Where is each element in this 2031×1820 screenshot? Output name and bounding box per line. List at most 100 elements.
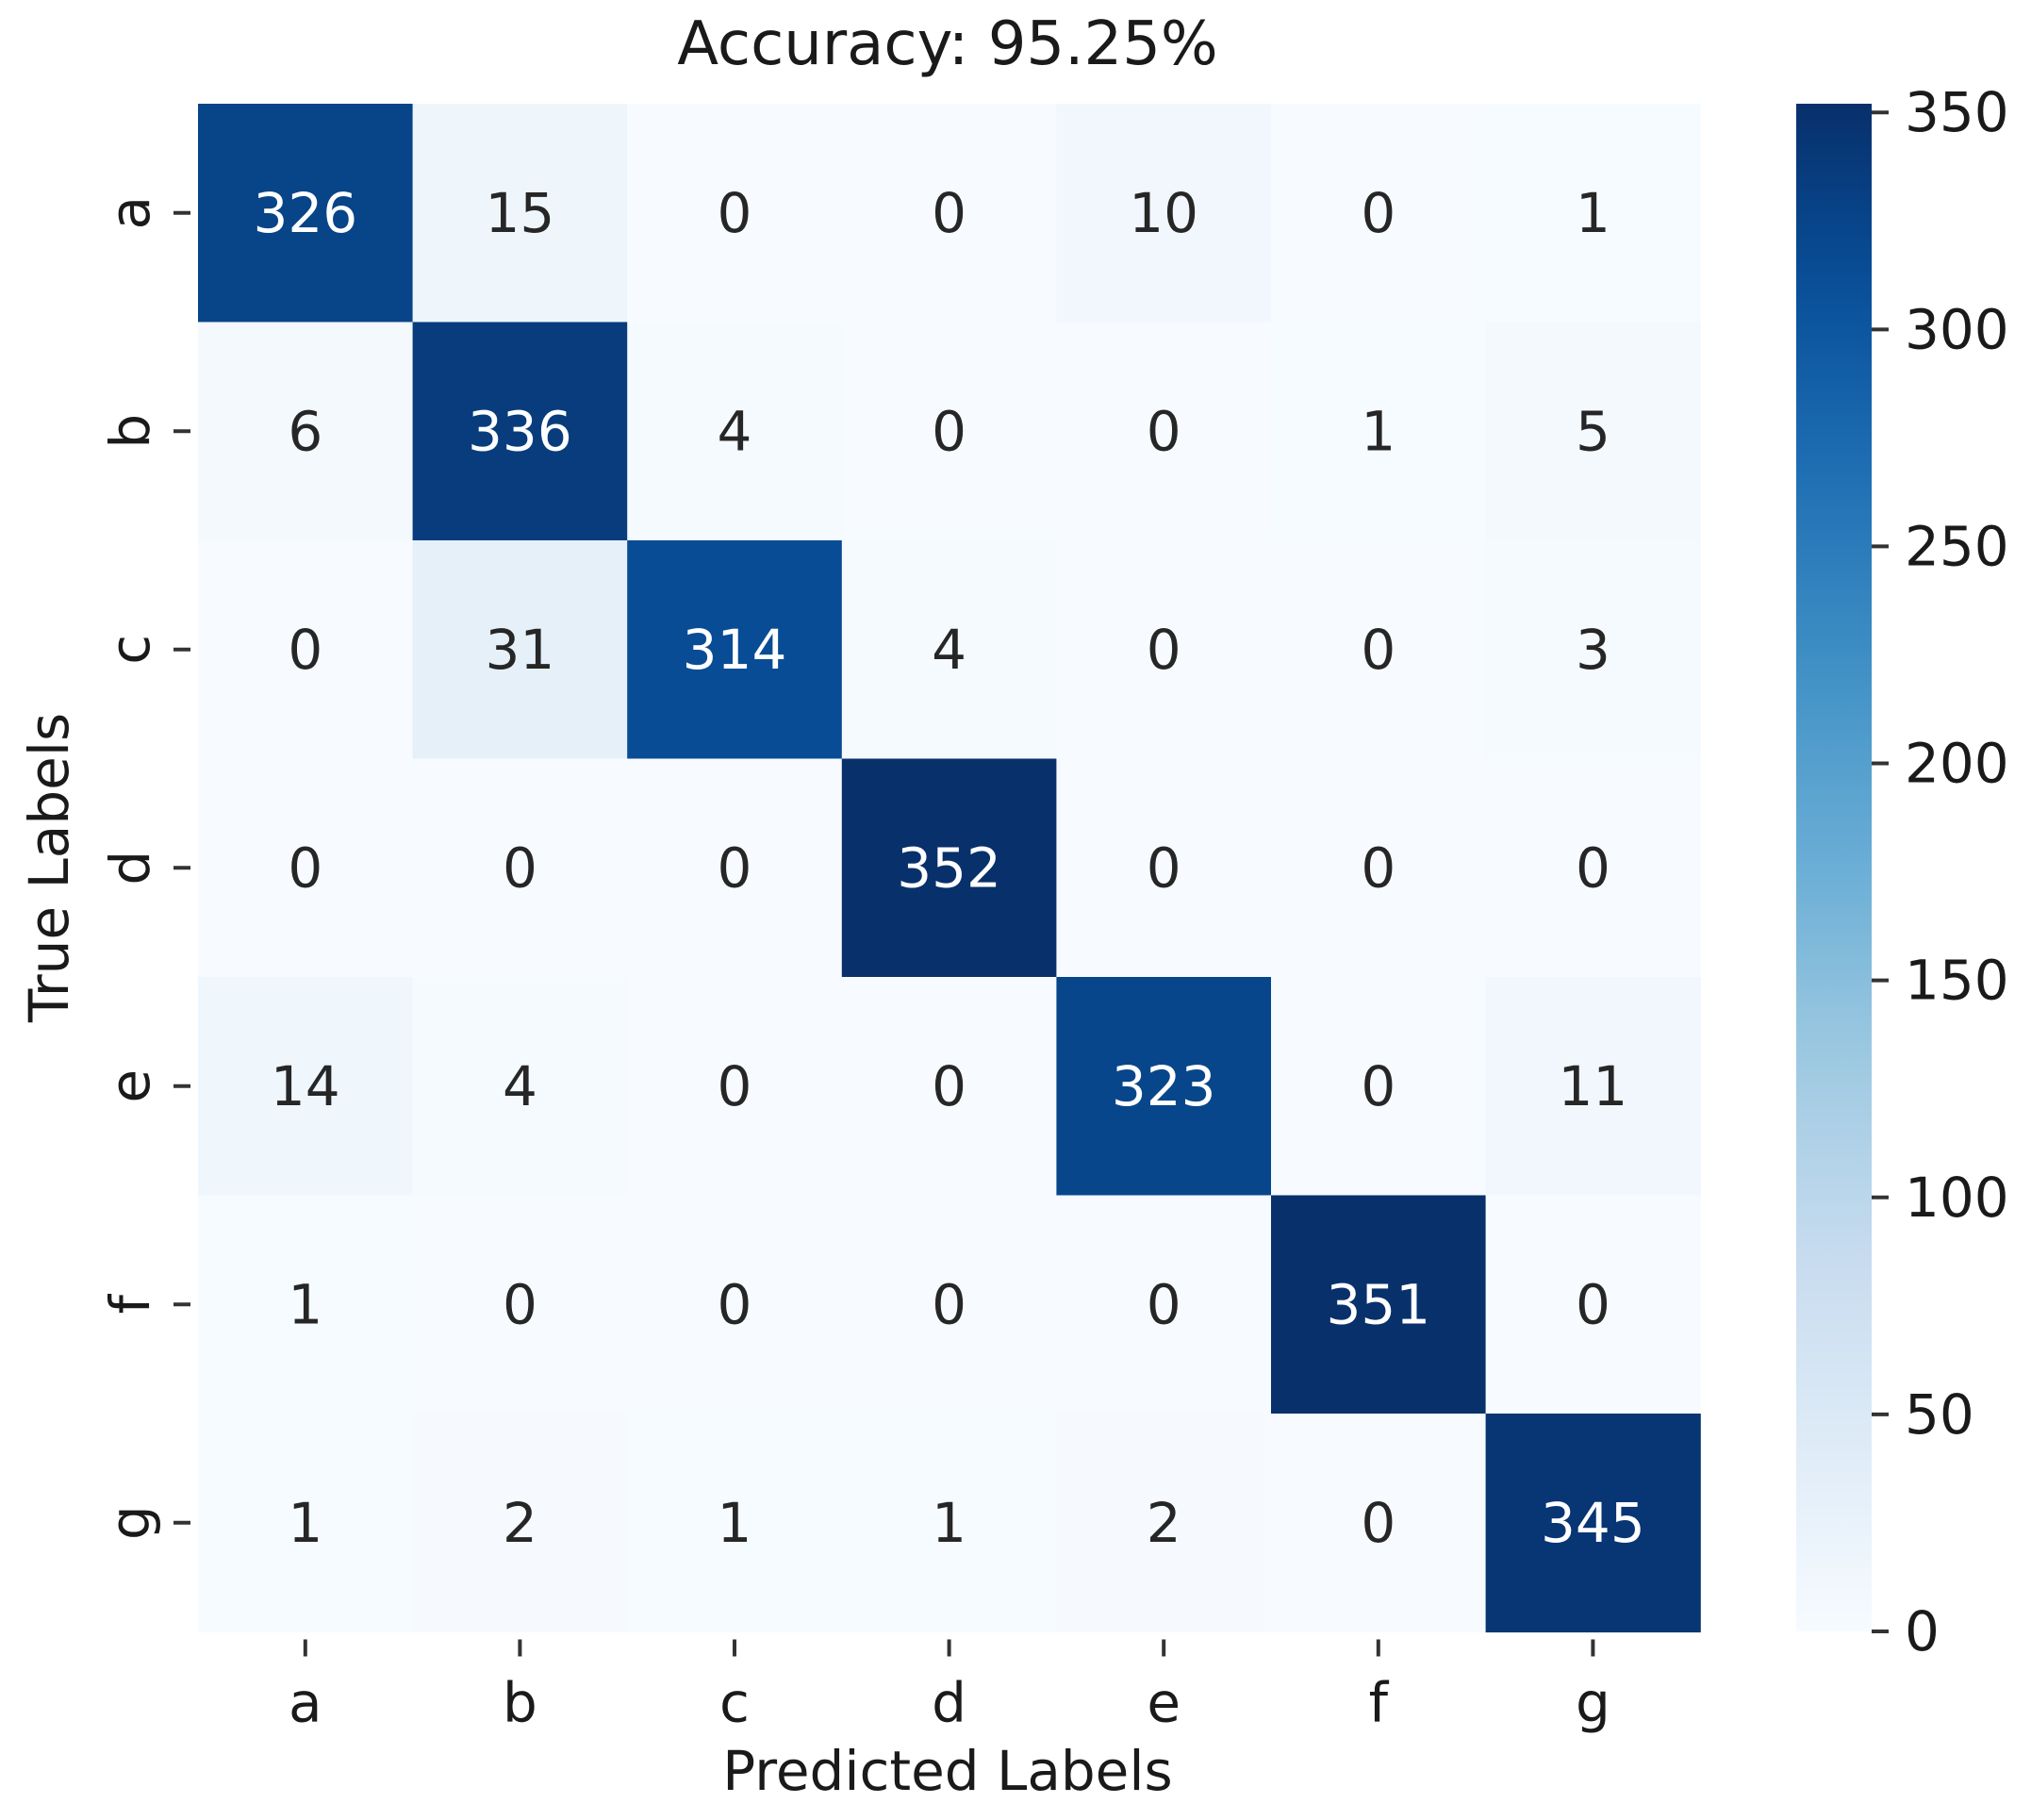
heatmap-cell-f-b	[412, 1195, 628, 1415]
heatmap-cell-b-f	[1271, 322, 1487, 541]
cell-value-c-f: 0	[1361, 618, 1395, 682]
colorbar	[1796, 104, 1872, 1631]
cell-value-f-e: 0	[1147, 1272, 1181, 1336]
x-tick-label-d: d	[932, 1671, 966, 1735]
cell-value-e-c: 0	[718, 1054, 752, 1118]
y-axis-label: True Labels	[17, 713, 81, 1023]
x-axis-label: Predicted Labels	[722, 1739, 1172, 1803]
cell-value-d-c: 0	[718, 836, 752, 900]
cell-value-b-a: 6	[288, 399, 322, 463]
cell-value-f-d: 0	[932, 1272, 966, 1336]
cell-value-c-e: 0	[1147, 618, 1181, 682]
cell-value-b-c: 4	[718, 399, 752, 463]
heatmap-cell-d-f	[1271, 758, 1487, 978]
heatmap-cell-a-e	[1056, 104, 1272, 323]
cell-value-f-b: 0	[503, 1272, 537, 1336]
heatmap-cell-b-g	[1485, 322, 1701, 541]
colorbar-tick-label-250: 250	[1905, 514, 2009, 578]
heatmap-cell-f-c	[627, 1195, 843, 1415]
cell-value-g-f: 0	[1361, 1491, 1395, 1555]
heatmap-cell-a-d	[841, 104, 1057, 323]
heatmap-cell-d-b	[412, 758, 628, 978]
heatmap-cell-g-e	[1056, 1414, 1272, 1633]
colorbar-tick-label-200: 200	[1905, 732, 2009, 796]
y-tick-label-f: f	[98, 1293, 162, 1314]
colorbar-tick-label-50: 50	[1905, 1382, 1974, 1447]
colorbar-tick-label-0: 0	[1905, 1599, 1940, 1663]
colorbar-tick-label-100: 100	[1905, 1166, 2009, 1230]
heatmap-cell-f-f	[1271, 1195, 1487, 1415]
cell-value-f-g: 0	[1576, 1272, 1610, 1336]
cell-value-f-f: 351	[1326, 1272, 1430, 1336]
heatmap-cell-d-c	[627, 758, 843, 978]
heatmap-cell-f-e	[1056, 1195, 1272, 1415]
heatmap-cell-c-c	[627, 540, 843, 760]
chart-title: Accuracy: 95.25%	[677, 9, 1217, 79]
x-tick-label-f: f	[1369, 1671, 1390, 1735]
cell-value-g-d: 1	[932, 1491, 966, 1555]
cell-value-c-g: 3	[1576, 618, 1610, 682]
x-tick-label-a: a	[289, 1671, 322, 1735]
y-tick-label-c: c	[98, 635, 162, 665]
cell-value-e-d: 0	[932, 1054, 966, 1118]
x-tick-label-b: b	[503, 1671, 537, 1735]
cell-value-a-a: 326	[253, 181, 357, 245]
heatmap-cell-e-a	[198, 977, 414, 1197]
cell-value-f-c: 0	[718, 1272, 752, 1336]
heatmap-cell-a-g	[1485, 104, 1701, 323]
heatmap-cell-g-c	[627, 1414, 843, 1633]
cell-value-g-c: 1	[718, 1491, 752, 1555]
heatmap-cell-g-f	[1271, 1414, 1487, 1633]
cell-value-e-b: 4	[503, 1054, 537, 1118]
cell-value-c-c: 314	[683, 618, 787, 682]
heatmap-cell-b-d	[841, 322, 1057, 541]
heatmap-cell-c-a	[198, 540, 414, 760]
cell-value-c-a: 0	[288, 618, 322, 682]
heatmap-cell-d-e	[1056, 758, 1272, 978]
heatmap-cell-c-e	[1056, 540, 1272, 760]
heatmap-cell-g-g	[1485, 1414, 1701, 1633]
heatmap-cell-b-e	[1056, 322, 1272, 541]
y-tick-label-a: a	[98, 196, 162, 230]
cell-value-e-f: 0	[1361, 1054, 1395, 1118]
heatmap-cell-e-f	[1271, 977, 1487, 1197]
heatmap-cell-g-d	[841, 1414, 1057, 1633]
heatmap-cell-d-g	[1485, 758, 1701, 978]
heatmap-cell-e-e	[1056, 977, 1272, 1197]
cell-value-f-a: 1	[288, 1272, 322, 1336]
heatmap-cell-f-d	[841, 1195, 1057, 1415]
cell-value-a-e: 10	[1129, 181, 1198, 245]
cell-value-a-f: 0	[1361, 181, 1395, 245]
heatmap-cell-d-d	[841, 758, 1057, 978]
cell-value-g-g: 345	[1541, 1491, 1645, 1555]
heatmap-cell-d-a	[198, 758, 414, 978]
cell-value-g-e: 2	[1147, 1491, 1181, 1555]
cell-value-b-b: 336	[468, 399, 572, 463]
x-tick-label-g: g	[1576, 1671, 1610, 1735]
cell-value-c-d: 4	[932, 618, 966, 682]
colorbar-tick-label-150: 150	[1905, 949, 2009, 1013]
heatmap-cell-c-f	[1271, 540, 1487, 760]
cell-value-d-a: 0	[288, 836, 322, 900]
heatmap-cell-b-c	[627, 322, 843, 541]
colorbar-tick-label-350: 350	[1905, 80, 2009, 144]
heatmap-cell-a-a	[198, 104, 414, 323]
heatmap-cell-a-c	[627, 104, 843, 323]
heatmap-cell-g-b	[412, 1414, 628, 1633]
heatmap-cell-b-b	[412, 322, 628, 541]
heatmap-cell-labels: 326 15 0 0 10 0 16 336 4 0 0 1 50 31 314 4 0 0 30 0 0 352 0 0 01…	[253, 181, 1644, 1555]
heatmap-cell-e-g	[1485, 977, 1701, 1197]
cell-value-e-a: 14	[271, 1054, 340, 1118]
heatmap-cell-e-d	[841, 977, 1057, 1197]
cell-value-a-c: 0	[718, 181, 752, 245]
cell-value-b-g: 5	[1576, 399, 1610, 463]
heatmap-cells	[198, 104, 1701, 1633]
cell-value-b-f: 1	[1361, 399, 1395, 463]
cell-value-b-d: 0	[932, 399, 966, 463]
cell-value-g-a: 1	[288, 1491, 322, 1555]
heatmap-cell-c-b	[412, 540, 628, 760]
colorbar-tick-label-300: 300	[1905, 297, 2009, 361]
heatmap-cell-c-g	[1485, 540, 1701, 760]
heatmap-cell-e-b	[412, 977, 628, 1197]
